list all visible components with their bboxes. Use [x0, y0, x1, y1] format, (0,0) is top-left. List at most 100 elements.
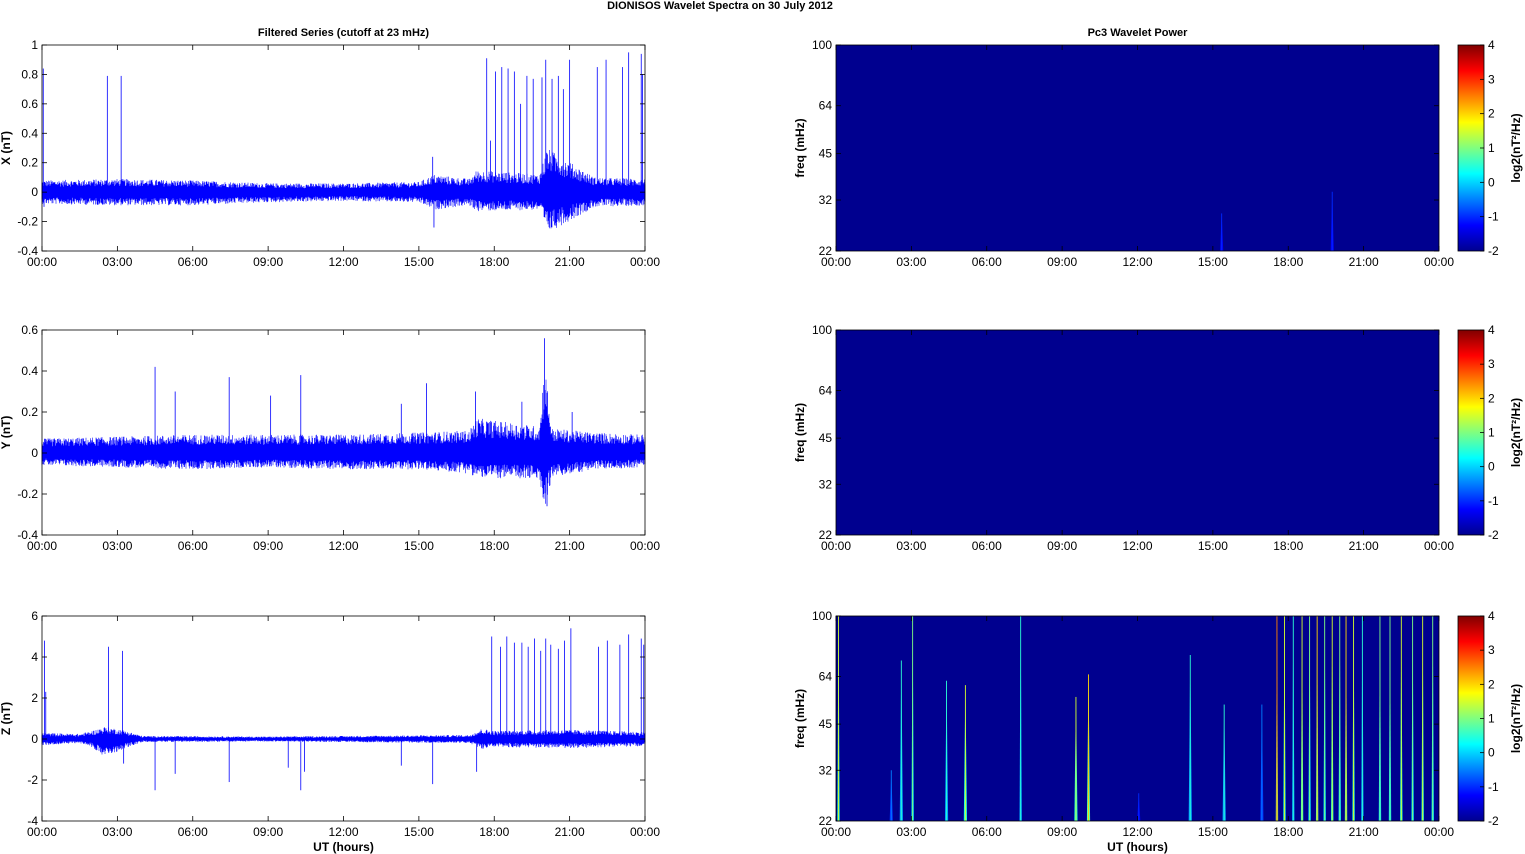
x-tick-label: 09:00 [1047, 825, 1077, 839]
heatmap-background [836, 330, 1439, 535]
y-axis-label: Z (nT) [0, 702, 13, 735]
x-tick-label: 00:00 [1424, 825, 1454, 839]
y-tick-label: 100 [812, 609, 832, 623]
y-tick-label: 22 [819, 814, 833, 828]
colorbar: -2 -1 0 1 2 3 4 log2(nT²/Hz) [1457, 38, 1523, 258]
colorbar-tick-label: -1 [1488, 210, 1499, 224]
x-tick-label: 21:00 [555, 255, 585, 269]
colorbar: -2 -1 0 1 2 3 4 log2(nT²/Hz) [1457, 609, 1523, 828]
x-tick-label: 18:00 [1273, 825, 1303, 839]
x-tick-label: 12:00 [328, 255, 358, 269]
x-tick-label: 00:00 [630, 539, 660, 553]
y-tick-label: 45 [819, 147, 833, 161]
plot-area [42, 616, 645, 821]
colorbar-tick-label: 2 [1488, 107, 1495, 121]
x-tick-label: 03:00 [102, 255, 132, 269]
y-tick-label: -4 [27, 814, 38, 828]
x-tick-label: 06:00 [972, 825, 1002, 839]
x-tick-label: 00:00 [1424, 539, 1454, 553]
z-wavelet-panel: -2 -1 0 1 2 3 4 log2(nT²/Hz) 00:00 03:00 06:00 09:0… [793, 609, 1523, 854]
x-tick-label: 00:00 [821, 825, 851, 839]
x-tick-label: 21:00 [555, 539, 585, 553]
x-tick-label: 09:00 [253, 255, 283, 269]
x-axis-label: UT (hours) [313, 840, 374, 854]
x-tick-label: 09:00 [253, 825, 283, 839]
colorbar-tick-label: -1 [1488, 780, 1499, 794]
colorbar-tick-label: -2 [1488, 528, 1499, 542]
x-tick-label: 12:00 [1122, 825, 1152, 839]
colorbar-tick-label: 1 [1488, 141, 1495, 155]
colorbar-tick-label: 1 [1488, 426, 1495, 440]
figure-title: DIONISOS Wavelet Spectra on 30 July 2012 [607, 0, 833, 12]
colorbar-tick-label: 2 [1488, 391, 1495, 405]
x-tick-label: 00:00 [1424, 255, 1454, 269]
y-tick-label: 6 [31, 609, 38, 623]
y-tick-label: 0.6 [21, 97, 38, 111]
colorbar: -2 -1 0 1 2 3 4 log2(nT²/Hz) [1457, 323, 1523, 542]
x-tick-label: 00:00 [27, 255, 57, 269]
colorbar-tick-label: 4 [1488, 38, 1495, 52]
x-tick-label: 21:00 [555, 825, 585, 839]
y-axis-label: freq (mHz) [793, 118, 807, 177]
y-tick-label: 0.4 [21, 126, 38, 140]
y-tick-label: 2 [31, 691, 38, 705]
x-tick-label: 18:00 [1273, 255, 1303, 269]
x-tick-label: 18:00 [1273, 539, 1303, 553]
x-tick-label: 00:00 [821, 255, 851, 269]
x-tick-label: 03:00 [102, 539, 132, 553]
y-tick-label: 32 [819, 193, 833, 207]
colorbar-tick-label: 2 [1488, 677, 1495, 691]
x-tick-label: 15:00 [1198, 255, 1228, 269]
x-tick-label: 21:00 [1349, 255, 1379, 269]
y-tick-label: 0.8 [21, 67, 38, 81]
x-tick-label: 00:00 [630, 825, 660, 839]
x-tick-label: 21:00 [1349, 539, 1379, 553]
x-wavelet-panel: -2 -1 0 1 2 3 4 log2(nT²/Hz) 00:00 03:00 06:00 09:0… [793, 27, 1523, 269]
x-tick-label: 12:00 [1122, 539, 1152, 553]
x-tick-label: 00:00 [27, 825, 57, 839]
y-axis-label: X (nT) [0, 131, 13, 165]
panel-title: Filtered Series (cutoff at 23 mHz) [258, 27, 429, 39]
colorbar-tick-label: 3 [1488, 72, 1495, 86]
x-tick-label: 03:00 [102, 825, 132, 839]
x-tick-label: 03:00 [896, 825, 926, 839]
z-series-panel: 00:00 03:00 06:00 09:00 12:00 15:00 18:00 21:00… [0, 609, 660, 854]
x-tick-label: 00:00 [821, 539, 851, 553]
x-tick-label: 15:00 [1198, 539, 1228, 553]
colorbar-label: log2(nT²/Hz) [1509, 684, 1523, 753]
y-tick-label: 0 [31, 185, 38, 199]
x-tick-label: 15:00 [404, 539, 434, 553]
y-tick-label: -0.2 [17, 215, 38, 229]
colorbar-tick-label: -2 [1488, 814, 1499, 828]
x-tick-label: 03:00 [896, 255, 926, 269]
y-tick-label: 32 [819, 763, 833, 777]
y-tick-label: 0 [31, 732, 38, 746]
colorbar-tick-label: 0 [1488, 746, 1495, 760]
colorbar-tick-label: 0 [1488, 460, 1495, 474]
colorbar-tick-label: -2 [1488, 244, 1499, 258]
x-tick-label: 15:00 [1198, 825, 1228, 839]
y-tick-label: 22 [819, 528, 833, 542]
x-tick-label: 06:00 [972, 539, 1002, 553]
colorbar-tick-label: 1 [1488, 712, 1495, 726]
trace-group [41, 52, 646, 229]
heatmap-background [836, 45, 1439, 251]
x-tick-label: 18:00 [479, 539, 509, 553]
colorbar-label: log2(nT²/Hz) [1509, 398, 1523, 467]
x-tick-label: 00:00 [27, 539, 57, 553]
y-tick-label: -0.4 [17, 528, 38, 542]
y-tick-label: 0.2 [21, 405, 38, 419]
colorbar-gradient [1457, 615, 1485, 822]
trace-group [41, 628, 646, 791]
y-tick-label: 32 [819, 477, 833, 491]
x-axis-label: UT (hours) [1107, 840, 1168, 854]
y-tick-label: 0.4 [21, 364, 38, 378]
y-tick-label: 0.2 [21, 156, 38, 170]
y-tick-label: 45 [819, 431, 833, 445]
y-tick-label: 100 [812, 323, 832, 337]
heatmap-background [836, 616, 1439, 821]
x-tick-label: 12:00 [328, 539, 358, 553]
y-tick-label: -0.4 [17, 244, 38, 258]
x-tick-label: 00:00 [630, 255, 660, 269]
